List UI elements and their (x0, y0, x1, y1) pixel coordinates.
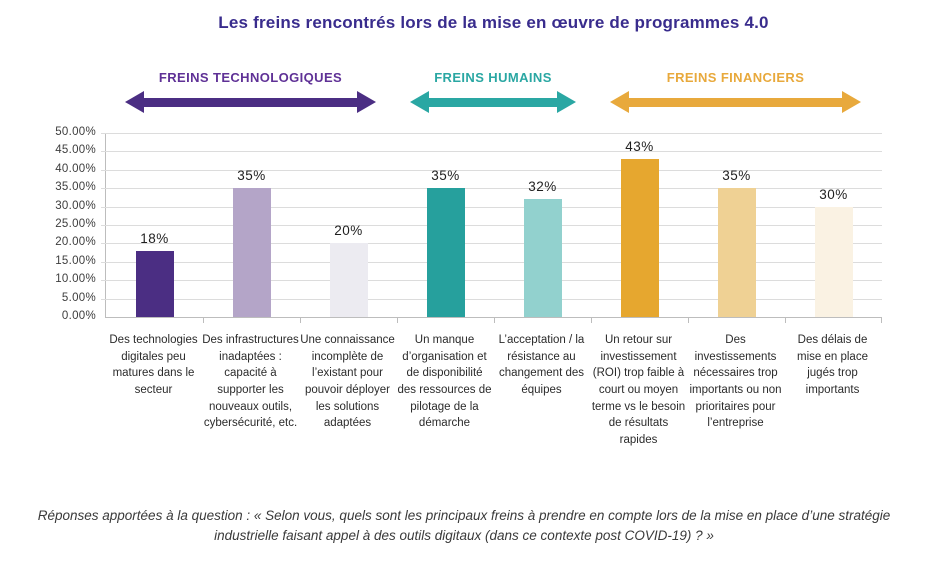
bar-value-label: 32% (528, 179, 557, 195)
gridline (101, 298, 882, 300)
bar-value-label: 43% (625, 138, 654, 154)
gridline (101, 206, 882, 208)
x-axis-labels: Des technologies digitales peu matures d… (105, 332, 882, 492)
bar (135, 250, 174, 317)
bar-value-label: 30% (819, 186, 848, 202)
category-label: Des infrastructures inadaptées : capacit… (202, 334, 299, 430)
group-label: FREINS FINANCIERS (666, 70, 805, 85)
group-arrow (125, 91, 376, 113)
y-tick-label: 0.00% (61, 310, 96, 322)
x-axis-tick (591, 317, 592, 323)
arrow-shaft (629, 97, 842, 107)
group-arrow (610, 91, 861, 113)
group-header: FREINS HUMAINS (396, 70, 590, 118)
bar-value-label: 35% (237, 168, 266, 184)
category-label: Des délais de mise en place jugés trop i… (797, 334, 868, 397)
y-tick-label: 5.00% (61, 291, 96, 304)
gridline (101, 225, 882, 226)
bar-value-label: 18% (140, 230, 169, 246)
group-label: FREINS TECHNOLOGIQUES (158, 70, 343, 85)
gridline (101, 188, 882, 190)
bar (814, 206, 853, 317)
y-tick-label: 35.00% (55, 181, 96, 194)
bar-value-label: 20% (334, 223, 363, 239)
bar (329, 243, 368, 317)
category-label: L’acceptation / la résistance au changem… (498, 334, 585, 397)
group-headers: FREINS TECHNOLOGIQUES FREINS HUMAINS FREIN… (105, 70, 882, 118)
group-label: FREINS HUMAINS (434, 70, 552, 85)
y-tick-label: 45.00% (55, 144, 96, 157)
chart-title: Les freins rencontrés lors de la mise en… (218, 13, 769, 32)
bar-value-label: 35% (431, 168, 460, 184)
plot-area: 18% 35% 20% 35% 32% 43% 35% 30% (101, 133, 882, 323)
x-axis-tick (785, 317, 786, 323)
gridline (101, 133, 882, 134)
arrow-right-head-icon (557, 91, 577, 113)
y-tick-label: 40.00% (55, 162, 96, 175)
category-label: Un retour sur investissement (ROI) trop … (591, 334, 686, 447)
gridline (101, 280, 882, 282)
gridline (101, 243, 882, 245)
x-axis-tick (494, 317, 495, 323)
gridline (101, 169, 882, 171)
group-header: FREINS FINANCIERS (590, 70, 881, 118)
arrow-left-head-icon (610, 91, 630, 113)
bar (717, 188, 756, 317)
arrow-right-head-icon (841, 91, 861, 113)
arrow-left-head-icon (409, 91, 429, 113)
y-axis: 50.00% 45.00% 40.00% 35.00% 30.00% 25.00% 20.0… (0, 126, 105, 322)
arrow-shaft (144, 97, 357, 107)
arrow-left-head-icon (125, 91, 145, 113)
x-axis-tick (397, 317, 398, 323)
category-label: Un manque d’organisation et de disponibi… (397, 334, 492, 430)
y-tick-label: 20.00% (55, 236, 96, 249)
gridline (101, 261, 882, 263)
y-tick-label: 10.00% (55, 273, 96, 286)
caption: Réponses apportées à la question : « Sel… (37, 508, 891, 544)
y-tick-label: 30.00% (55, 199, 96, 212)
category-label: Des technologies digitales peu matures d… (109, 334, 198, 397)
category-label: Des investissements nécessaires trop imp… (689, 334, 782, 430)
bar (523, 199, 562, 317)
x-axis-tick (300, 317, 301, 323)
x-axis-tick (688, 317, 689, 323)
arrow-right-head-icon (356, 91, 376, 113)
x-axis-tick (881, 317, 882, 323)
bar (426, 188, 465, 317)
bar (232, 188, 271, 317)
y-tick-label: 50.00% (55, 126, 96, 138)
bar-value-label: 35% (722, 168, 751, 184)
group-arrow (409, 91, 577, 113)
x-axis-tick (203, 317, 204, 323)
y-tick-label: 25.00% (55, 218, 96, 230)
arrow-shaft (428, 97, 558, 107)
category-label: Une connaissance incomplète de l’existan… (300, 334, 395, 430)
bar (620, 158, 659, 317)
gridline (101, 151, 882, 153)
group-header: FREINS TECHNOLOGIQUES (105, 70, 396, 118)
y-tick-label: 15.00% (55, 254, 96, 267)
